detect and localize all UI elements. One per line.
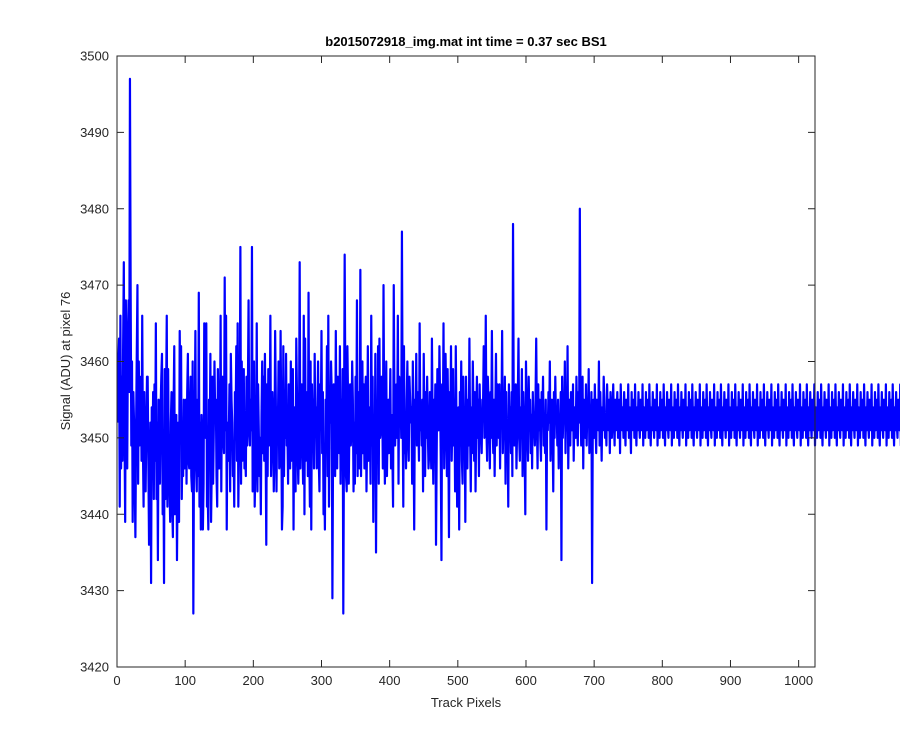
x-axis-label: Track Pixels: [431, 695, 502, 710]
y-tick-label: 3480: [80, 201, 109, 216]
x-tick-label: 700: [583, 673, 605, 688]
y-tick-label: 3460: [80, 354, 109, 369]
x-tick-label: 600: [515, 673, 537, 688]
x-tick-label: 900: [720, 673, 742, 688]
plot-area: [117, 56, 815, 667]
y-axis-label: Signal (ADU) at pixel 76: [58, 292, 73, 431]
y-tick-label: 3450: [80, 430, 109, 445]
x-tick-label: 200: [242, 673, 264, 688]
y-tick-label: 3430: [80, 583, 109, 598]
x-tick-label: 1000: [784, 673, 813, 688]
x-tick-label: 0: [113, 673, 120, 688]
series-layer: [116, 77, 900, 615]
ticks-layer: 0 100 200 300 400 500 600 700 800 900 1000 3420 3430…: [80, 49, 815, 688]
y-tick-label: 3440: [80, 507, 109, 522]
y-tick-label: 3420: [80, 660, 109, 675]
x-tick-label: 800: [651, 673, 673, 688]
x-tick-label: 500: [447, 673, 469, 688]
series-line-0: [116, 77, 900, 615]
y-tick-label: 3500: [80, 49, 109, 64]
y-tick-label: 3490: [80, 125, 109, 140]
y-tick-label: 3470: [80, 278, 109, 293]
chart-title: b2015072918_img.mat int time = 0.37 sec …: [325, 34, 606, 49]
x-tick-label: 100: [174, 673, 196, 688]
x-tick-label: 300: [311, 673, 333, 688]
x-tick-label: 400: [379, 673, 401, 688]
